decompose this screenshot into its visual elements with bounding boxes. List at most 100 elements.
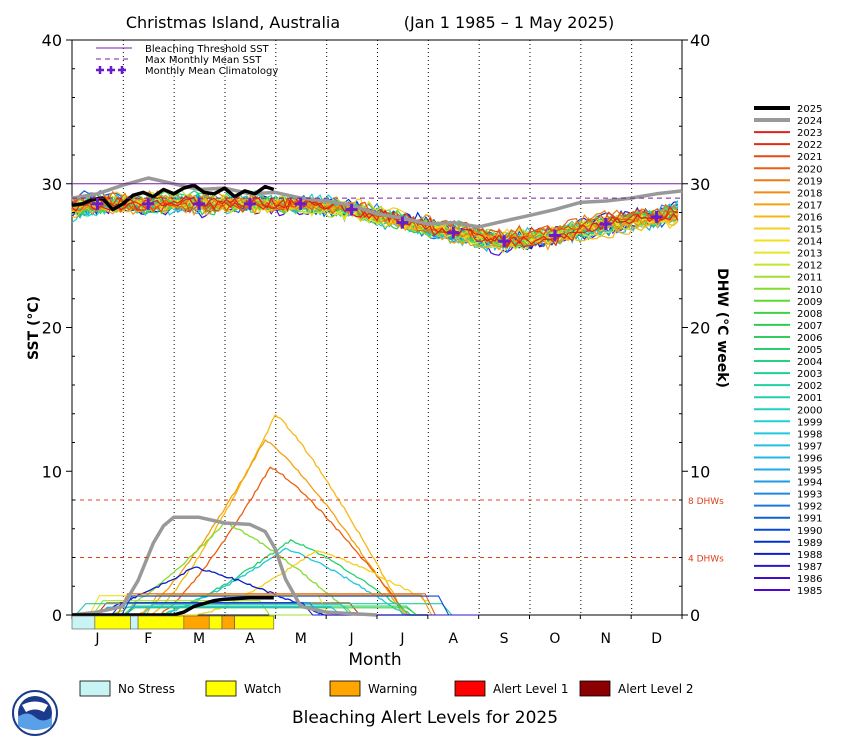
- legend-year-label: 1999: [797, 417, 822, 428]
- x-tick-label: F: [144, 631, 152, 647]
- dhw-reference-label: 4 DHWs: [688, 555, 724, 565]
- y-tick-label-left: 0: [52, 606, 62, 625]
- alert-legend-swatch: [205, 680, 237, 697]
- legend-year-label: 2025: [797, 104, 822, 115]
- dhw-line-2024: [71, 515, 378, 617]
- legend-year-label: 2010: [797, 285, 822, 296]
- y-tick-label-left: 10: [42, 462, 62, 481]
- alert-legend-swatch: [329, 680, 361, 697]
- sst-line-2015: [71, 191, 679, 242]
- legend-year-label: 2004: [797, 357, 822, 368]
- climatology-marker: [599, 218, 612, 230]
- noaa-logo-icon: [12, 690, 58, 736]
- alert-bar-segment: [94, 615, 131, 630]
- legend-year-label: 1986: [797, 574, 822, 585]
- y-tick-label-left: 40: [42, 31, 62, 50]
- legend-year-label: 2015: [797, 225, 822, 236]
- climatology-marker: [193, 197, 206, 210]
- legend-year-label: 2009: [797, 297, 822, 308]
- legend-threshold-label: Monthly Mean Climatology: [145, 66, 278, 77]
- alert-legend-swatch: [579, 680, 611, 697]
- alert-bar-segment: [234, 615, 275, 630]
- legend-year-label: 1985: [797, 586, 822, 597]
- x-tick-label: D: [651, 631, 662, 647]
- legend-year-label: 1988: [797, 550, 822, 561]
- x-tick-label: M: [193, 631, 205, 647]
- legend-year-label: 1998: [797, 429, 822, 440]
- x-tick-label: J: [349, 631, 354, 647]
- legend-year-label: 2020: [797, 164, 822, 175]
- alert-legend-label: Alert Level 2: [618, 682, 694, 696]
- legend-threshold-label: Max Monthly Mean SST: [145, 55, 262, 66]
- legend-year-label: 1997: [797, 441, 822, 452]
- legend-year-label: 1987: [797, 562, 822, 573]
- legend-year-label: 2012: [797, 261, 822, 272]
- alert-legend-label: Watch: [244, 682, 281, 696]
- alert-legend-label: No Stress: [118, 682, 175, 696]
- y-tick-label-right: 0: [690, 606, 700, 625]
- legend-year-label: 2000: [797, 405, 822, 416]
- x-tick-label: J: [399, 631, 404, 647]
- legend-year-label: 2002: [797, 381, 822, 392]
- x-axis-label: Month: [348, 650, 401, 670]
- alert-bar-segment: [137, 615, 185, 630]
- alert-legend-label: Alert Level 1: [493, 682, 569, 696]
- legend-year-label: 1996: [797, 453, 822, 464]
- x-tick-label: M: [295, 631, 307, 647]
- alert-legend-label: Warning: [368, 682, 417, 696]
- legend-year-label: 2001: [797, 393, 822, 404]
- alert-bar-segment: [183, 615, 210, 630]
- legend-year-label: 1990: [797, 526, 822, 537]
- y-tick-label-right: 40: [690, 31, 710, 50]
- x-tick-label: A: [245, 631, 255, 647]
- climatology-marker: [396, 216, 409, 229]
- dhw-line-2025: [72, 596, 274, 617]
- climatology-marker: [345, 203, 358, 216]
- alert-bar-segment: [221, 615, 235, 630]
- x-tick-label: A: [448, 631, 458, 647]
- alert-bar-segment: [130, 615, 139, 630]
- climatology-marker: [548, 229, 561, 242]
- alert-legend-swatch: [454, 680, 486, 697]
- legend-year-label: 1993: [797, 490, 822, 501]
- alert-legend-swatch: [79, 680, 111, 697]
- x-tick-label: O: [549, 631, 560, 647]
- x-tick-label: N: [601, 631, 611, 647]
- legend-year-label: 1991: [797, 514, 822, 525]
- legend-year-label: 1994: [797, 478, 822, 489]
- legend-year-label: 2011: [797, 273, 822, 284]
- legend-year-label: 2022: [797, 140, 822, 151]
- legend-year-label: 2018: [797, 188, 822, 199]
- legend-year-label: 2006: [797, 333, 822, 344]
- climatology-marker: [91, 197, 104, 210]
- alert-bar-segment: [208, 615, 223, 630]
- alert-levels-title: Bleaching Alert Levels for 2025: [291, 708, 559, 728]
- legend-climatology-plus: [118, 66, 126, 74]
- dhw-reference-label: 8 DHWs: [688, 497, 724, 507]
- climatology-marker: [447, 226, 460, 239]
- y-axis-label-left: SST (°C): [26, 296, 42, 360]
- climatology-marker: [498, 235, 511, 248]
- x-tick-label: J: [94, 631, 99, 647]
- climatology-marker: [294, 197, 307, 210]
- y-tick-label-right: 30: [690, 175, 710, 194]
- sst-line-2025: [71, 183, 275, 212]
- x-tick-label: S: [500, 631, 509, 647]
- legend-year-label: 1989: [797, 538, 822, 549]
- legend-year-label: 1992: [797, 502, 822, 513]
- climatology-marker: [650, 210, 663, 223]
- legend-threshold-label: Bleaching Threshold SST: [145, 44, 270, 55]
- legend-year-label: 2013: [797, 249, 822, 260]
- legend-year-label: 2003: [797, 369, 822, 380]
- legend-year-label: 2024: [797, 116, 822, 127]
- legend-year-label: 2005: [797, 345, 822, 356]
- legend-year-label: 2008: [797, 309, 822, 320]
- y-tick-label-right: 20: [690, 319, 710, 338]
- chart-date-range: (Jan 1 1985 – 1 May 2025): [404, 13, 615, 32]
- climatology-marker: [243, 197, 256, 210]
- legend-year-label: 2014: [797, 237, 822, 248]
- climatology-marker: [142, 197, 155, 210]
- legend-year-label: 2016: [797, 212, 822, 223]
- y-axis-label-right: DHW (°C week): [714, 268, 730, 388]
